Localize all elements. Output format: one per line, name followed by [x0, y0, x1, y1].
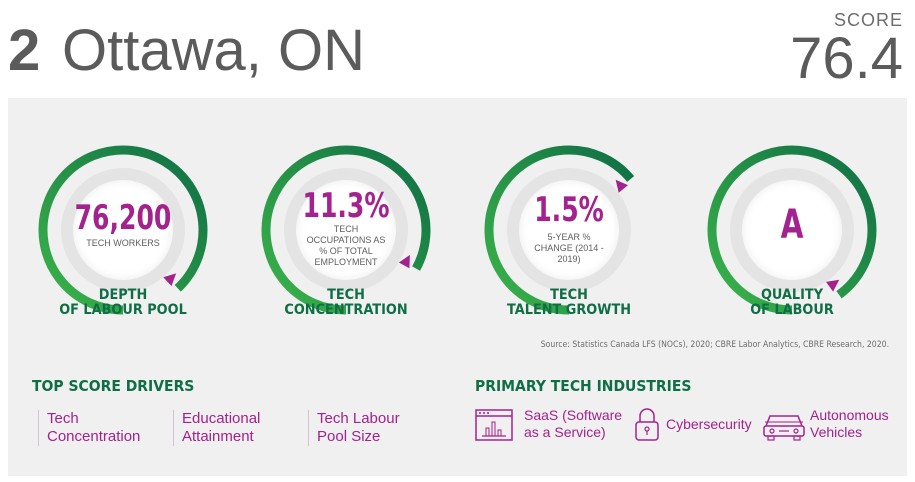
- industry-autonomous-vehicles: Autonomous Vehicles: [762, 404, 902, 444]
- driver-item: Tech Concentration: [38, 410, 165, 446]
- gauge-title-line2: CONCENTRATION: [284, 302, 408, 318]
- metrics-panel: 76,200 TECH WORKERS DEPTH OF LABOUR POOL…: [8, 98, 907, 476]
- score-label: SCORE: [833, 10, 903, 30]
- gauge-center: [519, 180, 619, 280]
- driver-item: Tech Labour Pool Size: [308, 410, 417, 446]
- industry-cybersecurity: Cybersecurity: [632, 404, 762, 444]
- gauge-title-line1: TECH: [327, 287, 365, 303]
- gauge-title-line2: OF LABOUR: [750, 302, 834, 318]
- industry-saas: SaaS (Software as a Service): [474, 404, 634, 444]
- gauge-title-line1: QUALITY: [760, 287, 824, 303]
- gauge-arc: [38, 145, 208, 315]
- gauge-value: A: [780, 202, 804, 248]
- car-icon: [763, 415, 805, 441]
- city-name: Ottawa, ON: [62, 18, 365, 83]
- gauge-arc: [261, 145, 431, 315]
- gauge-pointer: [163, 273, 177, 286]
- source-note: Source: Statistics Canada LFS (NOCs), 20…: [540, 340, 889, 350]
- gauge-title-line1: TECH: [550, 287, 588, 303]
- gauge-title: TECH TALENT GROWTH: [477, 288, 661, 318]
- rank-number: 2: [8, 18, 41, 83]
- browser-chart-icon: [475, 409, 513, 441]
- gauge-center: [296, 180, 396, 280]
- gauge-title: QUALITY OF LABOUR: [700, 288, 884, 318]
- drivers-title: TOP SCORE DRIVERS: [32, 377, 195, 395]
- driver-item: Educational Attainment: [173, 410, 290, 446]
- gauge-pointer: [826, 279, 840, 292]
- gauge-title-line1: DEPTH: [98, 287, 148, 303]
- gauge-arc: [484, 145, 635, 315]
- gauge-depth-of-labour-pool: 76,200 TECH WORKERS: [33, 140, 213, 320]
- gauge-title-line2: OF LABOUR POOL: [59, 302, 187, 318]
- industry-label: Autonomous Vehicles: [810, 407, 889, 440]
- gauge-center: [742, 180, 842, 280]
- gauge-title-line2: TALENT GROWTH: [506, 302, 632, 318]
- gauge-title: DEPTH OF LABOUR POOL: [31, 288, 215, 318]
- gauge-pointer: [398, 254, 410, 269]
- industries-title: PRIMARY TECH INDUSTRIES: [475, 377, 692, 395]
- gauge-value: 11.3%: [302, 186, 390, 226]
- gauge-caption: TECH OCCUPATIONS AS % OF TOTAL EMPLOYMEN…: [306, 224, 386, 267]
- gauge-caption: 5-YEAR % CHANGE (2014 - 2019): [534, 232, 604, 264]
- industry-label: SaaS (Software as a Service): [524, 407, 623, 440]
- gauge-center: [73, 180, 173, 280]
- gauge-quality-of-labour: A: [702, 140, 882, 320]
- gauge-pointer: [615, 179, 628, 193]
- gauge-caption: TECH WORKERS: [86, 238, 160, 248]
- gauge-value: 1.5%: [534, 190, 604, 230]
- gauge-tech-talent-growth: 1.5% 5-YEAR % CHANGE (2014 - 2019): [479, 140, 659, 320]
- score-value: 76.4: [790, 26, 903, 91]
- gauge-value: 76,200: [74, 198, 172, 238]
- gauge-arc: [707, 145, 877, 315]
- industry-label: Cybersecurity: [666, 416, 752, 432]
- gauge-title: TECH CONCENTRATION: [254, 288, 438, 318]
- gauge-tech-concentration: 11.3% TECH OCCUPATIONS AS % OF TOTAL EMP…: [256, 140, 436, 320]
- padlock-icon: [635, 408, 659, 441]
